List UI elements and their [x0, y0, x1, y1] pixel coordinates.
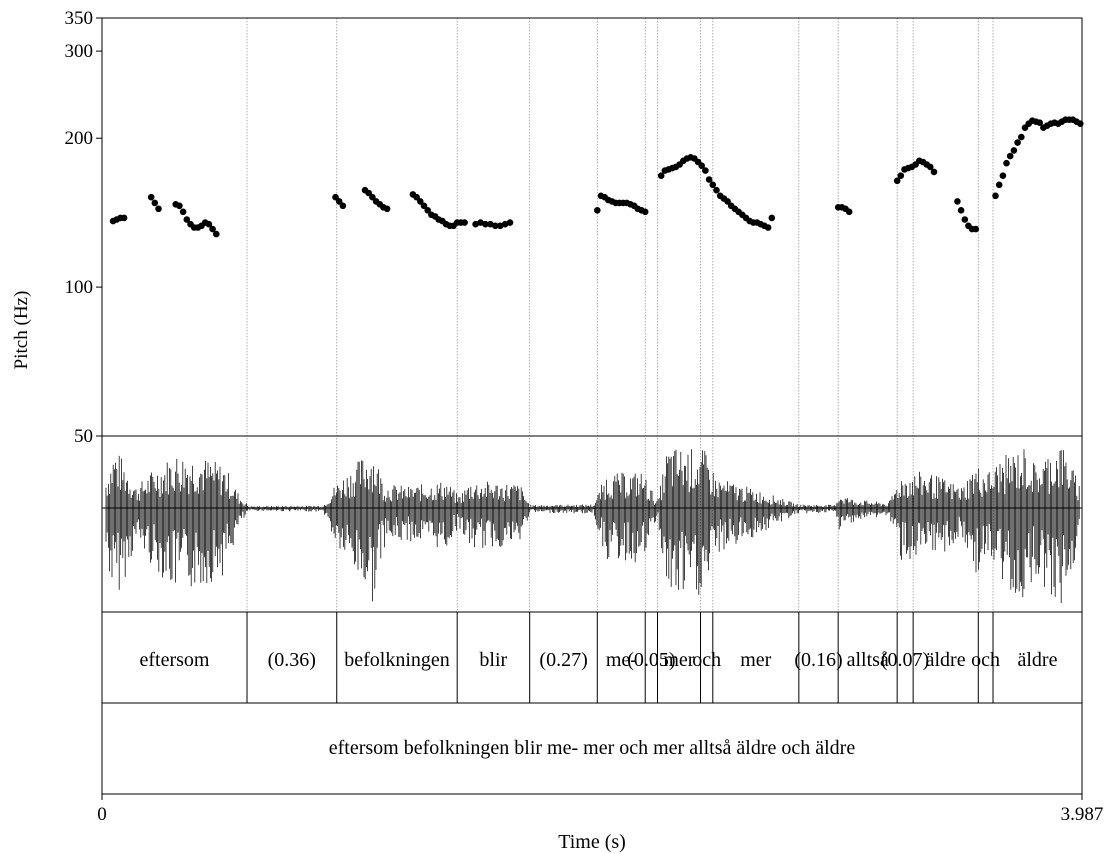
y-tick-label: 50 [74, 426, 93, 447]
pitch-point [845, 208, 853, 216]
word-label: äldre [1018, 649, 1058, 671]
pitch-point [657, 172, 665, 179]
pitch-point [1006, 152, 1014, 160]
pitch-point [120, 214, 128, 222]
word-label: befolkningen [344, 649, 450, 671]
pitch-point [641, 208, 649, 216]
word-label: (0.36) [268, 649, 316, 671]
pitch-point [383, 205, 391, 213]
pitch-point [209, 225, 216, 233]
y-tick-label: 300 [65, 41, 94, 62]
y-tick-label: 350 [65, 8, 94, 29]
pitch-point [764, 224, 772, 231]
word-label: (0.16) [794, 649, 842, 671]
x-axis-label: Time (s) [558, 831, 626, 853]
y-tick-label: 200 [65, 128, 94, 149]
pitch-point [213, 230, 220, 238]
word-label: (0.27) [539, 649, 587, 671]
word-label: blir [479, 649, 507, 671]
pitch-point [702, 167, 709, 174]
pitch-point [768, 214, 776, 222]
pitch-point [957, 207, 965, 214]
waveform-trace [105, 449, 1080, 603]
word-label: me- [606, 649, 637, 671]
pitch-points [109, 116, 1084, 238]
y-axis-ticks: 50 100 200 300 350 [65, 8, 102, 447]
word-label: mer [740, 649, 771, 671]
word-label: (0.07) [881, 649, 929, 671]
pitch-point [155, 205, 162, 213]
word-tier-labels: eftersom (0.36) befolkningen blir (0.27) me-(… [140, 649, 1058, 671]
pitch-point [1010, 147, 1018, 154]
pitch-point [492, 222, 499, 230]
pitch-point [709, 181, 717, 189]
pitch-point [1018, 133, 1025, 141]
pitch-point [992, 192, 999, 200]
pitch-point [995, 181, 1003, 189]
word-label: alltså [847, 649, 889, 671]
utterance-tier-border [101, 702, 1083, 795]
pitch-point [1036, 119, 1043, 126]
pitch-point [335, 198, 343, 205]
interval-boundaries [246, 18, 994, 703]
pitch-point [893, 177, 901, 185]
pitch-point [705, 176, 713, 183]
pitch-point [961, 216, 969, 223]
pitch-point [147, 193, 155, 201]
word-label: eftersom [140, 649, 210, 671]
x-tick-label-start: 0 [97, 804, 107, 825]
x-tick-label-end: 3.987 [1061, 804, 1104, 825]
pitch-point [713, 186, 720, 194]
pitch-point [999, 172, 1007, 179]
word-label: äldre [926, 649, 966, 671]
utterance-label: eftersom befolkningen blir me- mer och m… [329, 737, 856, 759]
pitch-point [927, 163, 934, 171]
pitch-panel-border [101, 17, 1083, 437]
pitch-point [698, 162, 705, 169]
pitch-point [1003, 159, 1010, 167]
pitch-point [424, 207, 432, 214]
pitch-point [420, 202, 428, 210]
pitch-point [183, 216, 191, 223]
pitch-point [1014, 139, 1021, 146]
pitch-point [897, 172, 905, 179]
pitch-point [724, 198, 731, 205]
pitch-point [1077, 120, 1084, 127]
pitch-point [461, 219, 468, 226]
word-label: mer [663, 649, 694, 671]
word-label: och [971, 649, 1000, 671]
pitch-point [417, 198, 424, 205]
pitch-point [176, 202, 183, 210]
pitch-point [179, 208, 187, 216]
pitch-point [339, 202, 347, 210]
pitch-point [151, 199, 159, 207]
word-label: och [692, 649, 721, 671]
pitch-point [954, 198, 961, 205]
y-tick-label: 100 [65, 277, 94, 298]
y-axis-label: Pitch (Hz) [11, 291, 32, 370]
plot-frame [101, 17, 1083, 800]
pitch-point [594, 207, 601, 214]
pitch-point [972, 225, 980, 233]
word-label: (0.05) [627, 649, 675, 671]
pitch-point [205, 220, 213, 228]
pitch-point [482, 220, 489, 228]
pitch-point [506, 219, 514, 226]
pitch-point [930, 168, 938, 176]
waveform [102, 449, 1082, 603]
